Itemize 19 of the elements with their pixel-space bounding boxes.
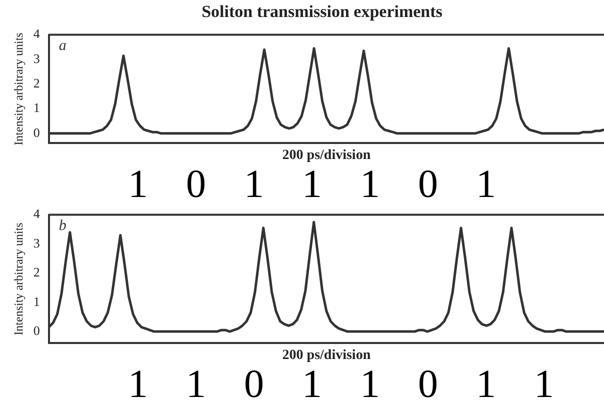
x-axis-title: 200 ps/division bbox=[282, 348, 371, 364]
y-tick-label: 1 bbox=[33, 100, 40, 116]
x-axis-title: 200 ps/division bbox=[282, 148, 371, 164]
annotation: a bbox=[58, 38, 66, 54]
y-axis-title: Intensity arbitrary units bbox=[11, 32, 26, 146]
y-tick-label: 0 bbox=[33, 322, 40, 338]
y-tick-label: 3 bbox=[33, 235, 40, 250]
text: 1 1 0 1 1 0 1 1 bbox=[127, 361, 555, 406]
y-tick-label: 4 bbox=[33, 26, 40, 42]
text: 1 0 1 1 1 0 1 bbox=[127, 161, 497, 206]
y-axis-title: Intensity arbitrary units bbox=[11, 222, 26, 336]
y-tick-label: 0 bbox=[33, 124, 40, 140]
y-tick-label: 2 bbox=[33, 75, 40, 90]
y-tick-label: 1 bbox=[33, 294, 40, 309]
y-tick-label: 3 bbox=[33, 50, 40, 66]
y-tick-label: 4 bbox=[33, 206, 40, 222]
y-tick-label: 2 bbox=[33, 264, 40, 280]
chart-title: Soliton transmission experiments bbox=[200, 1, 444, 23]
annotation: b bbox=[58, 218, 67, 234]
